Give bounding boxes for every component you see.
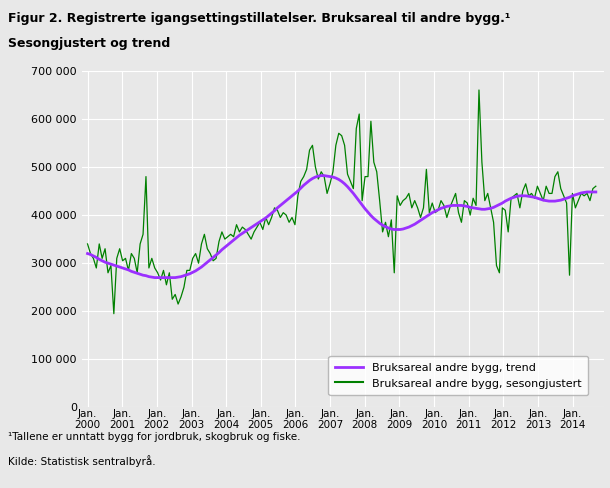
Text: Sesongjustert og trend: Sesongjustert og trend bbox=[8, 37, 170, 50]
Legend: Bruksareal andre bygg, trend, Bruksareal andre bygg, sesongjustert: Bruksareal andre bygg, trend, Bruksareal… bbox=[328, 356, 588, 395]
Text: Kilde: Statistisk sentralbyrå.: Kilde: Statistisk sentralbyrå. bbox=[8, 455, 156, 467]
Text: ¹Tallene er unntatt bygg for jordbruk, skogbruk og fiske.: ¹Tallene er unntatt bygg for jordbruk, s… bbox=[8, 432, 301, 442]
Text: Figur 2. Registrerte igangsettingstillatelser. Bruksareal til andre bygg.¹: Figur 2. Registrerte igangsettingstillat… bbox=[8, 12, 511, 25]
